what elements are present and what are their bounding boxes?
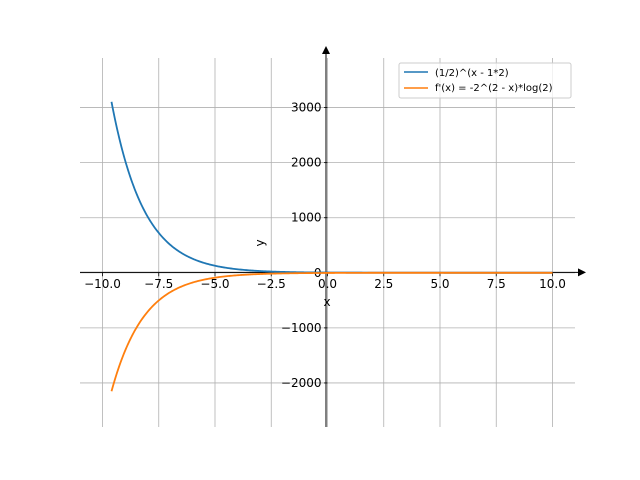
x-tick-label: −5.0 — [200, 277, 229, 291]
x-tick-label: 5.0 — [430, 277, 449, 291]
ticks: −10.0 −7.5 −5.0 −2.5 0.0 2.5 5.0 7.5 10.0 −2000 −1… — [84, 101, 566, 390]
x-axis-arrow — [578, 268, 586, 277]
x-tick-label: −2.5 — [257, 277, 286, 291]
y-tick-label: −2000 — [281, 376, 322, 390]
x-tick-label: 0.0 — [318, 277, 337, 291]
legend-label-series-1: (1/2)^(x - 1*2) — [435, 68, 509, 79]
y-axis-label: y — [253, 239, 267, 246]
y-tick-label: 3000 — [291, 101, 322, 115]
y-tick-label: −1000 — [281, 321, 322, 335]
x-tick-label: −7.5 — [144, 277, 173, 291]
legend-label-series-2: f'(x) = -2^(2 - x)*log(2) — [435, 83, 553, 94]
series-line-2 — [110, 271, 553, 392]
y-axis-arrow — [322, 46, 330, 54]
y-tick-label: 2000 — [291, 156, 322, 170]
legend: (1/2)^(x - 1*2) f'(x) = -2^(2 - x)*log(2… — [398, 62, 572, 99]
series-line-1 — [110, 101, 553, 274]
x-tick-label: 2.5 — [374, 277, 393, 291]
x-axis-label: x — [323, 295, 330, 309]
curves — [110, 101, 553, 392]
legend-box — [398, 62, 572, 99]
y-tick-label: 1000 — [291, 211, 322, 225]
x-tick-label: −10.0 — [84, 277, 121, 291]
x-tick-label: 10.0 — [539, 277, 566, 291]
axes — [80, 46, 586, 427]
grid — [80, 58, 575, 427]
x-tick-label: 7.5 — [487, 277, 506, 291]
